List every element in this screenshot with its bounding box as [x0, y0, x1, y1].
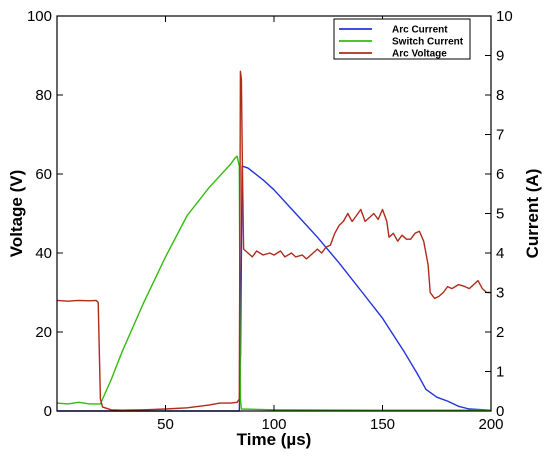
y-right-tick-label: 1 — [496, 364, 504, 381]
y-right-tick-label: 10 — [496, 8, 513, 25]
legend-label-arc-current: Arc Current — [392, 25, 448, 36]
y-left-tick-label: 20 — [35, 324, 52, 341]
y-right-tick-label: 5 — [496, 206, 504, 223]
legend-label-switch-current: Switch Current — [392, 37, 464, 48]
y-left-tick-label: 40 — [35, 245, 52, 262]
y-right-tick-label: 0 — [496, 403, 504, 420]
y-right-tick-label: 9 — [496, 48, 504, 65]
series-line-switch-current — [56, 155, 491, 411]
series-line-arc-voltage — [56, 70, 491, 411]
y-left-tick-label: 0 — [44, 403, 52, 420]
y-right-tick-label: 2 — [496, 324, 504, 341]
y-axis-left-title: Voltage (V) — [7, 170, 26, 258]
x-tick-label: 150 — [370, 416, 395, 433]
y-left-tick-label: 100 — [27, 8, 52, 25]
x-tick-label: 200 — [478, 416, 503, 433]
x-axis-title: Time (µs) — [237, 430, 312, 449]
y-left-tick-label: 60 — [35, 166, 52, 183]
y-right-tick-label: 8 — [496, 87, 504, 104]
series-layer — [56, 70, 492, 412]
y-left-tick-label: 80 — [35, 87, 52, 104]
y-axis-right-title: Current (A) — [523, 169, 542, 259]
series-line-arc-current — [57, 165, 492, 412]
y-right-tick-label: 6 — [496, 166, 504, 183]
legend: Arc Current Switch Current Arc Voltage — [333, 18, 471, 60]
x-tick-label: 100 — [261, 416, 286, 433]
y-right-tick-label: 3 — [496, 285, 504, 302]
legend-label-arc-voltage: Arc Voltage — [392, 49, 447, 60]
y-right-tick-label: 7 — [496, 127, 504, 144]
y-right-tick-label: 4 — [496, 245, 504, 262]
x-tick-label: 50 — [157, 416, 174, 433]
